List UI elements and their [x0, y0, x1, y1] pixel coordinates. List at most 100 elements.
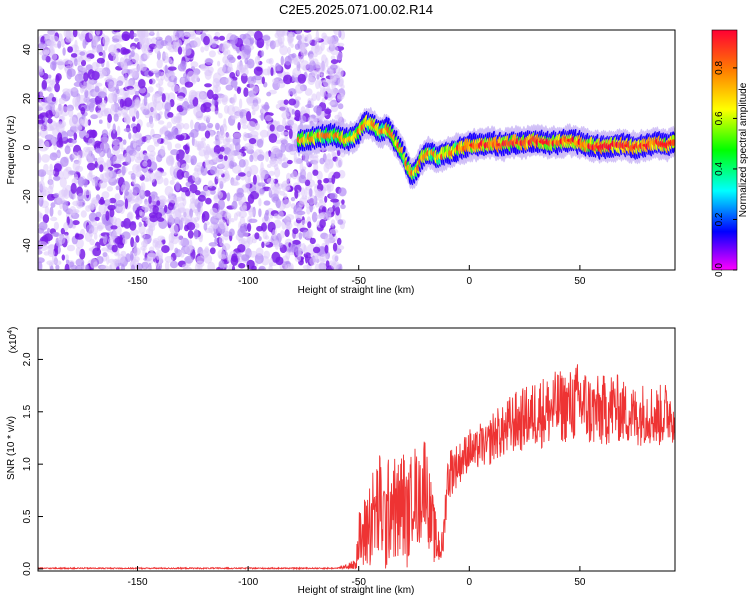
noise-speckle	[193, 167, 199, 173]
noise-speckle	[243, 38, 251, 46]
noise-speckle	[129, 30, 135, 40]
noise-speckle	[97, 91, 107, 99]
noise-speckle	[68, 107, 74, 118]
noise-speckle	[269, 124, 275, 132]
noise-speckle	[96, 256, 104, 264]
noise-speckle	[288, 98, 297, 106]
noise-speckle	[309, 202, 314, 213]
y-tick-label: -20	[22, 189, 33, 204]
noise-speckle	[122, 237, 128, 245]
noise-speckle	[329, 228, 339, 234]
noise-speckle	[83, 146, 91, 153]
noise-speckle	[49, 265, 54, 270]
noise-speckle	[75, 233, 80, 238]
noise-speckle	[121, 231, 131, 240]
noise-speckle	[222, 64, 226, 73]
noise-speckle	[146, 253, 156, 259]
noise-speckle	[64, 145, 71, 155]
noise-speckle	[153, 134, 162, 145]
noise-speckle	[197, 145, 201, 151]
noise-speckle	[199, 30, 209, 33]
noise-speckle	[247, 223, 252, 232]
noise-speckle	[291, 53, 297, 59]
noise-speckle	[154, 170, 163, 181]
noise-speckle	[147, 223, 156, 228]
noise-speckle	[96, 44, 103, 55]
noise-speckle	[85, 57, 92, 62]
noise-speckle	[130, 50, 135, 58]
noise-speckle	[69, 206, 77, 216]
noise-speckle	[106, 186, 114, 192]
noise-speckle	[264, 114, 273, 122]
noise-speckle	[111, 244, 118, 253]
noise-speckle	[219, 235, 224, 247]
noise-speckle	[237, 55, 242, 60]
noise-speckle	[192, 97, 199, 107]
noise-speckle	[118, 141, 124, 150]
noise-speckle	[74, 96, 81, 106]
noise-speckle	[200, 46, 205, 53]
noise-speckle	[294, 43, 300, 50]
noise-speckle	[169, 260, 179, 269]
noise-speckle	[212, 213, 222, 219]
noise-speckle	[46, 169, 56, 176]
noise-speckle	[321, 97, 326, 104]
noise-speckle	[199, 93, 203, 103]
noise-speckle	[321, 206, 327, 214]
noise-speckle	[190, 119, 194, 130]
noise-speckle	[108, 81, 115, 92]
noise-speckle	[141, 215, 150, 222]
noise-speckle	[161, 245, 170, 254]
noise-speckle	[328, 101, 336, 106]
noise-speckle	[58, 136, 63, 146]
noise-speckle	[88, 30, 94, 40]
noise-speckle	[309, 237, 316, 245]
noise-speckle	[164, 64, 168, 76]
noise-speckle	[259, 129, 269, 138]
noise-speckle	[177, 46, 183, 55]
noise-speckle	[246, 111, 252, 122]
snr-y-multiplier: (x104)	[7, 327, 19, 354]
noise-speckle	[105, 210, 110, 221]
x-tick-label: 0	[467, 276, 473, 287]
noise-speckle	[54, 110, 59, 118]
noise-speckle	[217, 60, 221, 67]
noise-speckle	[330, 59, 339, 65]
noise-speckle	[334, 201, 340, 208]
noise-speckle	[132, 247, 141, 256]
noise-speckle	[194, 208, 199, 217]
noise-speckle	[65, 259, 70, 264]
noise-speckle	[211, 42, 217, 48]
noise-speckle	[239, 216, 246, 227]
noise-speckle	[169, 165, 175, 177]
noise-speckle	[102, 50, 106, 60]
noise-speckle	[329, 192, 338, 200]
noise-speckle	[42, 214, 50, 224]
noise-speckle	[237, 122, 241, 131]
noise-speckle	[301, 243, 306, 253]
noise-speckle	[287, 116, 295, 125]
noise-speckle	[112, 38, 120, 43]
noise-speckle	[254, 232, 260, 240]
noise-speckle	[275, 256, 284, 266]
noise-speckle	[245, 145, 255, 150]
noise-speckle	[193, 37, 201, 48]
noise-speckle	[194, 216, 199, 223]
noise-speckle	[38, 119, 45, 124]
noise-speckle	[201, 137, 206, 142]
noise-speckle	[115, 84, 119, 93]
noise-speckle	[88, 137, 94, 146]
spectrogram-y-ticks: -40 -20 0 20 40	[22, 44, 43, 253]
noise-speckle	[241, 124, 249, 130]
noise-speckle	[95, 67, 105, 73]
noise-speckle	[218, 35, 225, 41]
noise-speckle	[118, 88, 125, 96]
noise-speckle	[236, 211, 242, 217]
noise-speckle	[117, 125, 121, 136]
colorbar: 0.0 0.2 0.4 0.6 0.8 Normalized spectral ampl…	[711, 29, 749, 277]
noise-speckle	[200, 103, 207, 113]
noise-speckle	[294, 84, 304, 94]
noise-speckle	[138, 87, 146, 94]
noise-speckle	[307, 221, 312, 229]
noise-speckle	[294, 57, 298, 62]
